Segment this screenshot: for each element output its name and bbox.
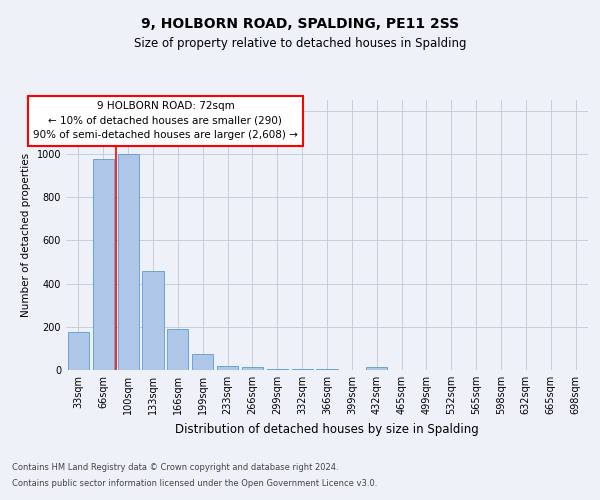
Bar (142, 270, 164, 370)
Bar (192, 354, 213, 370)
Bar (93, 160, 114, 370)
Text: Contains HM Land Registry data © Crown copyright and database right 2024.: Contains HM Land Registry data © Crown c… (12, 464, 338, 472)
Text: Size of property relative to detached houses in Spalding: Size of property relative to detached ho… (134, 38, 466, 51)
Bar (167, 329, 188, 370)
Bar (68, 332, 89, 370)
Text: 9 HOLBORN ROAD: 72sqm
← 10% of detached houses are smaller (290)
90% of semi-det: 9 HOLBORN ROAD: 72sqm ← 10% of detached … (33, 100, 298, 140)
Bar (242, 367, 263, 370)
Text: Contains public sector information licensed under the Open Government Licence v3: Contains public sector information licen… (12, 478, 377, 488)
X-axis label: Distribution of detached houses by size in Spalding: Distribution of detached houses by size … (175, 422, 479, 436)
Bar (217, 366, 238, 370)
Bar (366, 367, 387, 370)
Bar (118, 154, 139, 370)
Bar (267, 369, 288, 370)
Bar (292, 369, 313, 370)
Text: 9, HOLBORN ROAD, SPALDING, PE11 2SS: 9, HOLBORN ROAD, SPALDING, PE11 2SS (141, 18, 459, 32)
Y-axis label: Number of detached properties: Number of detached properties (21, 153, 31, 317)
